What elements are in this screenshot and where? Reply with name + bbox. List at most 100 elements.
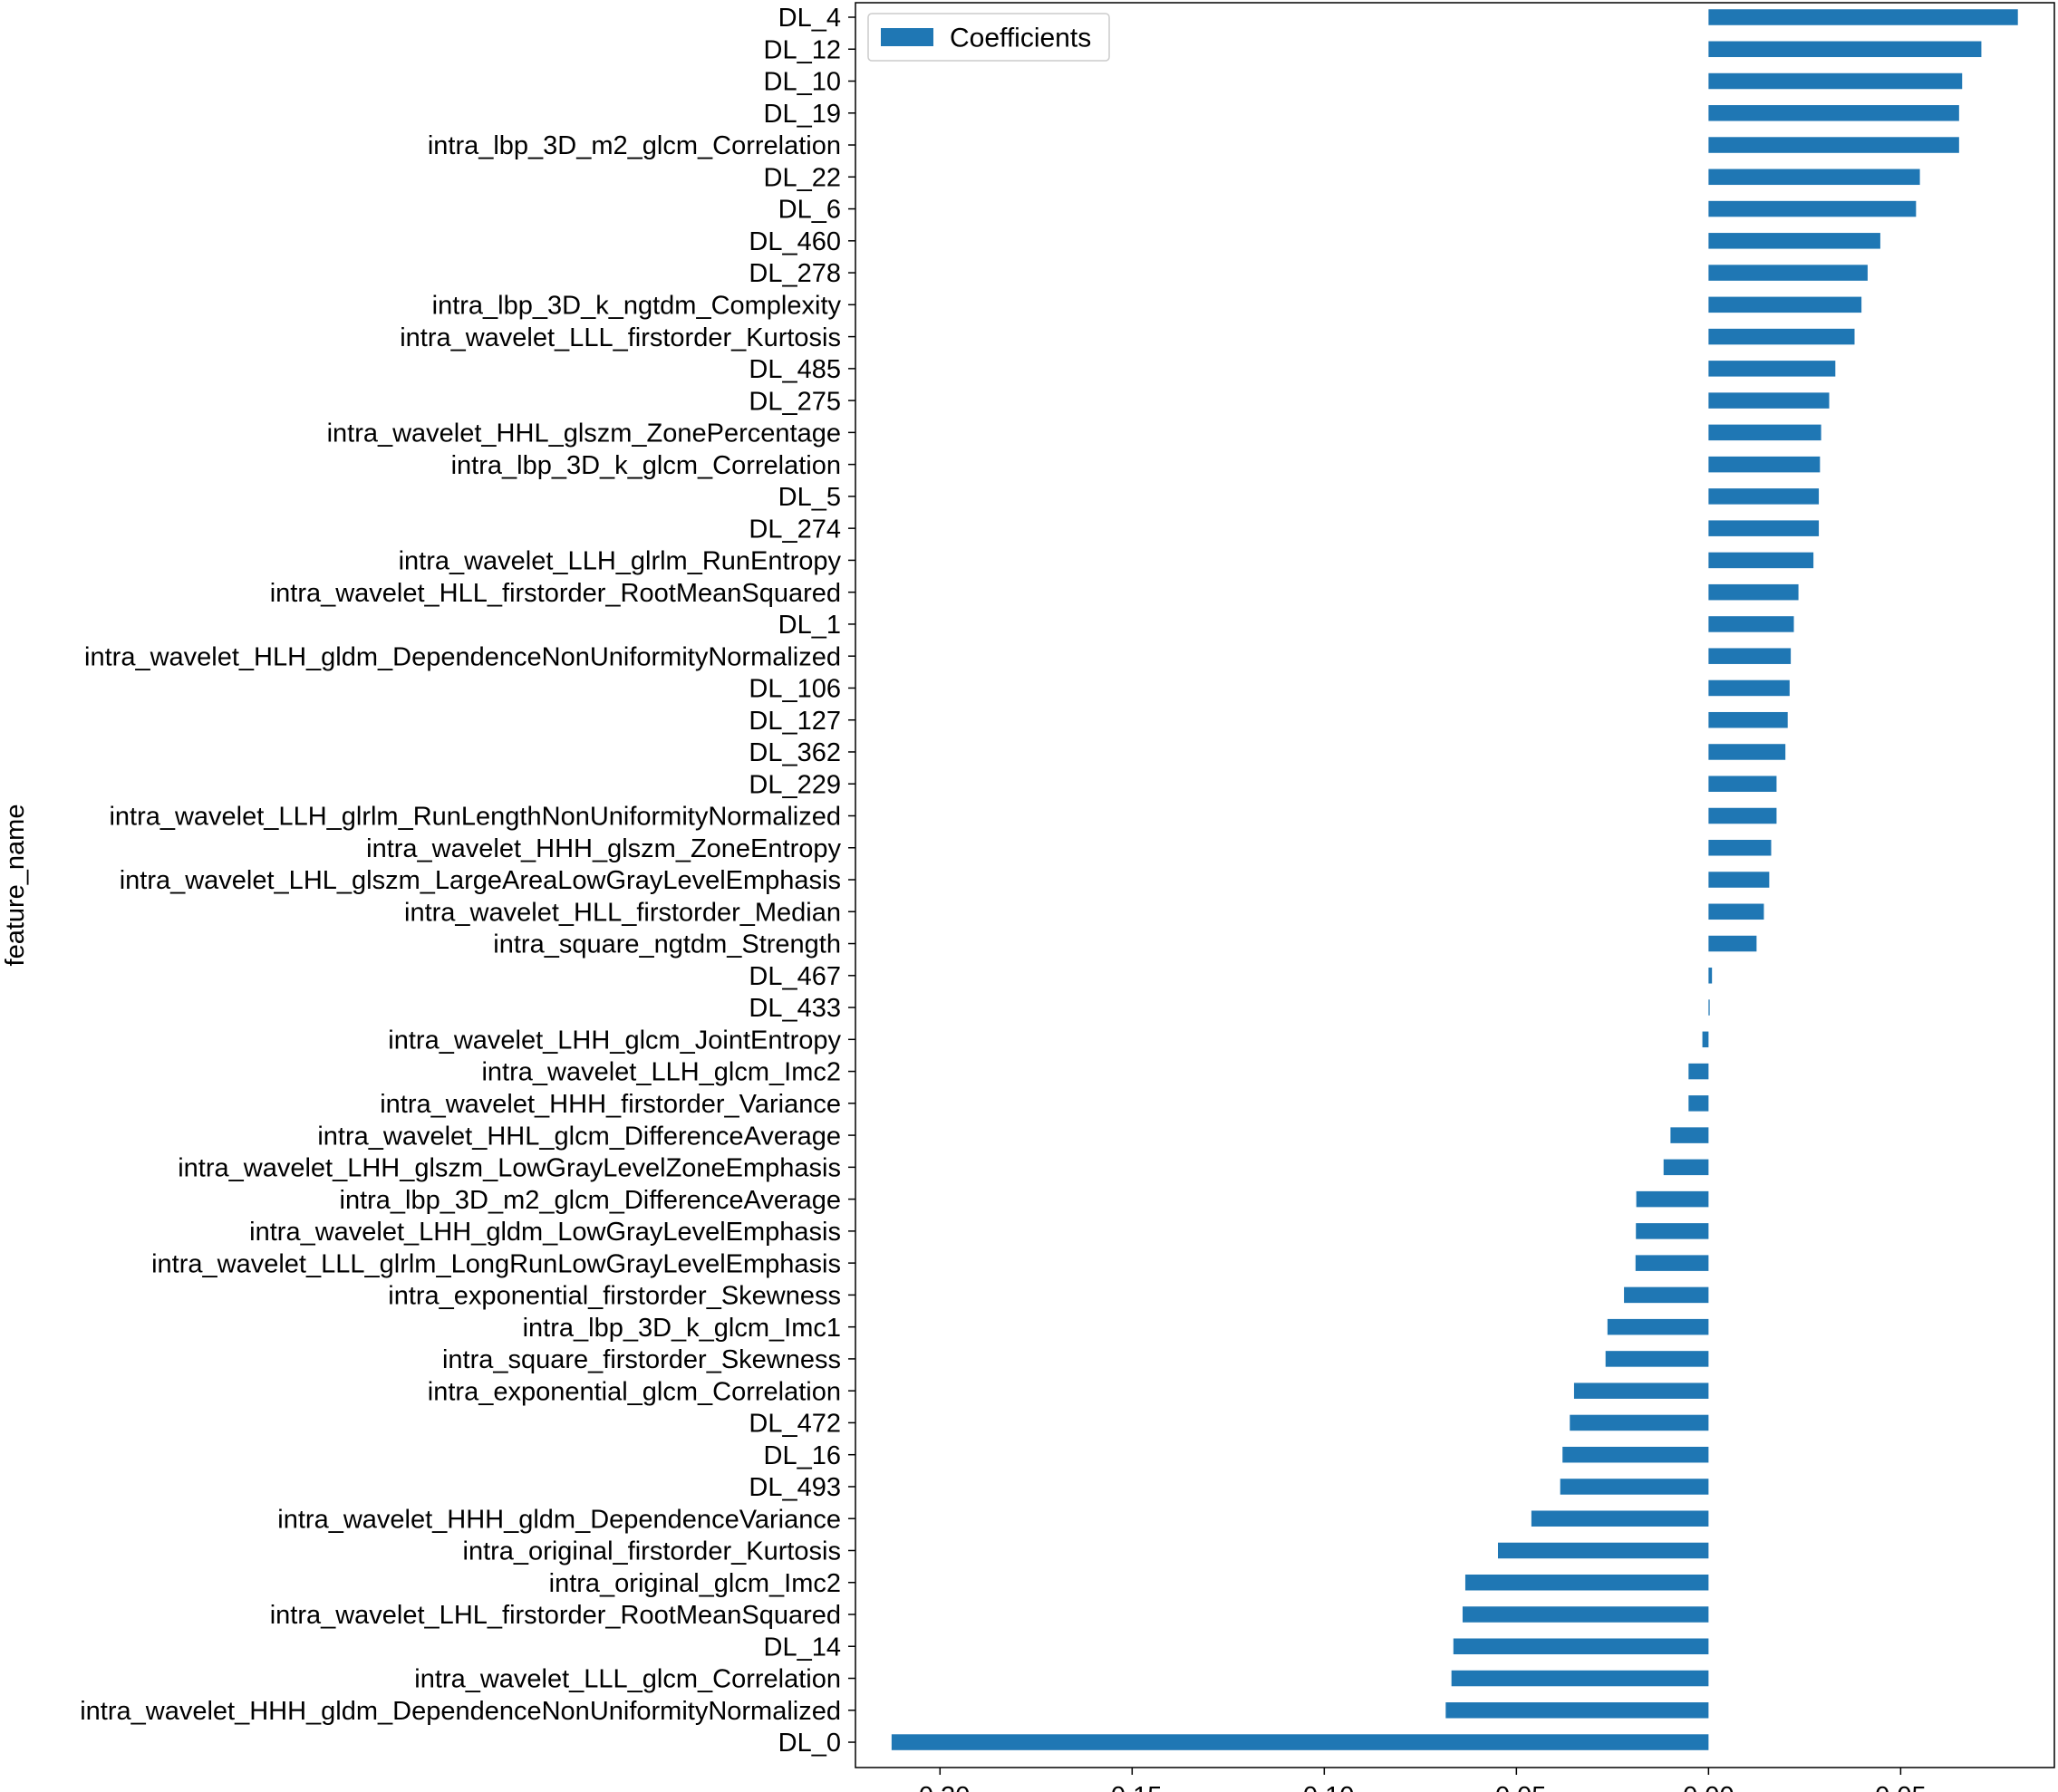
y-tick-label: intra_lbp_3D_k_glcm_Imc1 <box>523 1314 841 1343</box>
y-tick-label: DL_4 <box>778 4 841 33</box>
y-tick-label: intra_wavelet_HHH_gldm_DependenceVarianc… <box>277 1505 841 1534</box>
y-axis: DL_4DL_12 DL_10 DL_19intra_lbp_3D_m2_glcm_… <box>80 4 855 1758</box>
y-tick-label: intra_wavelet_HHL_glszm_ZonePercentage <box>327 419 841 448</box>
legend-box <box>867 13 1110 62</box>
y-tick-label: intra_square_ngtdm_Strength <box>493 930 841 959</box>
bar-DL_433 <box>1708 999 1710 1016</box>
bar-intra_square_ngtdm_Strength <box>1708 935 1757 952</box>
bar-DL_485 <box>1708 361 1836 377</box>
bar-intra_wavelet_LHH_glszm_LowGrayLevelZoneEmphasis <box>1663 1159 1709 1176</box>
y-tick-label: DL_275 <box>749 387 841 416</box>
y-tick-label: DL_0 <box>778 1729 841 1758</box>
y-tick-label: DL_493 <box>749 1473 841 1502</box>
bar-DL_4 <box>1708 9 2018 25</box>
y-tick-label: DL_6 <box>778 196 841 225</box>
bar-intra_lbp_3D_m2_glcm_DifferenceAverage <box>1636 1190 1709 1208</box>
bar-DL_12 <box>1708 41 1982 58</box>
bar-intra_wavelet_HLH_gldm_DependenceNonUniformityNormalized <box>1708 648 1792 664</box>
bar-intra_wavelet_LLL_glcm_Correlation <box>1451 1670 1709 1687</box>
y-tick-label: DL_433 <box>749 994 841 1023</box>
bar-intra_original_glcm_Imc2 <box>1464 1574 1709 1591</box>
y-tick-label: intra_wavelet_LLH_glrlm_RunLengthNonUnif… <box>109 803 841 832</box>
bar-DL_493 <box>1560 1479 1709 1495</box>
plot-frame <box>855 2 2055 1768</box>
y-tick-label: intra_original_firstorder_Kurtosis <box>463 1537 841 1566</box>
bar-DL_5 <box>1708 488 1820 505</box>
x-tick-label: -0.05 <box>1486 1782 1546 1792</box>
y-tick-label: intra_original_glcm_Imc2 <box>549 1569 841 1598</box>
bar-intra_exponential_glcm_Correlation <box>1573 1383 1709 1399</box>
bar-intra_wavelet_HLL_firstorder_Median <box>1708 903 1764 920</box>
y-tick-label: DL_1 <box>778 611 841 640</box>
bar-intra_wavelet_HHL_glcm_DifferenceAverage <box>1670 1127 1709 1143</box>
y-tick-label: DL_472 <box>749 1410 841 1439</box>
y-tick-label: intra_wavelet_HHH_glszm_ZoneEntropy <box>366 834 841 863</box>
bar-DL_22 <box>1708 169 1920 186</box>
y-tick-label: intra_exponential_glcm_Correlation <box>428 1377 841 1406</box>
y-tick-label: DL_229 <box>749 770 841 799</box>
bar-intra_original_firstorder_Kurtosis <box>1497 1542 1709 1559</box>
y-tick-label: DL_278 <box>749 259 841 288</box>
legend-label: Coefficients <box>950 24 1091 53</box>
bar-DL_10 <box>1708 72 1963 90</box>
bar-intra_wavelet_LHH_glcm_JointEntropy <box>1702 1031 1709 1048</box>
bar-intra_wavelet_LLL_glrlm_LongRunLowGrayLevelEmphasis <box>1635 1255 1709 1271</box>
y-tick-label: DL_127 <box>749 707 841 736</box>
y-tick-label: DL_12 <box>764 35 841 64</box>
y-tick-label: intra_wavelet_LLH_glrlm_RunEntropy <box>399 547 842 576</box>
y-tick-label: DL_14 <box>764 1633 841 1662</box>
bar-DL_275 <box>1708 392 1830 409</box>
bar-DL_278 <box>1708 265 1868 281</box>
y-tick-label: intra_wavelet_HLL_firstorder_RootMeanSqu… <box>270 579 841 608</box>
bar-DL_19 <box>1708 105 1959 121</box>
x-tick-label: -0.10 <box>1294 1782 1354 1792</box>
bar-DL_472 <box>1570 1414 1709 1431</box>
y-tick-label: intra_wavelet_LHH_glcm_JointEntropy <box>388 1026 841 1055</box>
bar-DL_127 <box>1708 711 1788 728</box>
y-tick-label: DL_106 <box>749 675 841 704</box>
y-tick-label: intra_lbp_3D_m2_glcm_Correlation <box>428 131 841 160</box>
bar-intra_wavelet_HHL_glszm_ZonePercentage <box>1708 424 1821 441</box>
bar-intra_wavelet_HHH_firstorder_Variance <box>1688 1095 1709 1112</box>
bar-intra_wavelet_HHH_gldm_DependenceNonUniformityNormalized <box>1445 1702 1709 1719</box>
y-tick-label: intra_wavelet_LLL_glrlm_LongRunLowGrayLe… <box>151 1249 841 1278</box>
y-tick-label: intra_wavelet_HHH_gldm_DependenceNonUnif… <box>80 1697 841 1726</box>
y-tick-label: DL_5 <box>778 483 841 512</box>
x-tick-label: -0.15 <box>1102 1782 1162 1792</box>
y-tick-label: intra_wavelet_HHL_glcm_DifferenceAverage <box>317 1122 841 1151</box>
bar-intra_wavelet_LLH_glcm_Imc2 <box>1688 1063 1709 1080</box>
y-tick-label: intra_square_firstorder_Skewness <box>442 1345 841 1374</box>
bar-DL_362 <box>1708 744 1786 760</box>
y-tick-label: intra_wavelet_HLL_firstorder_Median <box>404 898 841 927</box>
bar-DL_229 <box>1708 776 1777 792</box>
bar-intra_wavelet_HHH_gldm_DependenceVariance <box>1531 1510 1709 1527</box>
bar-DL_274 <box>1708 520 1820 536</box>
bar-intra_wavelet_LHH_gldm_LowGrayLevelEmphasis <box>1636 1223 1709 1239</box>
y-axis-title: feature_name <box>1 804 30 967</box>
y-tick-label: intra_wavelet_LLL_glcm_Correlation <box>414 1665 841 1694</box>
y-tick-label: DL_19 <box>764 100 841 129</box>
y-tick-label: intra_lbp_3D_k_ngtdm_Complexity <box>432 291 842 320</box>
bar-intra_square_firstorder_Skewness <box>1605 1351 1709 1367</box>
y-tick-label: intra_wavelet_LLL_firstorder_Kurtosis <box>400 323 841 352</box>
y-tick-label: DL_362 <box>749 738 841 767</box>
y-tick-label: DL_460 <box>749 227 841 256</box>
bar-intra_wavelet_HHH_glszm_ZoneEntropy <box>1708 840 1772 856</box>
x-tick-label: 0.05 <box>1875 1782 1926 1792</box>
y-tick-label: intra_wavelet_LHL_glszm_LargeAreaLowGray… <box>120 866 841 895</box>
y-tick-label: intra_exponential_firstorder_Skewness <box>388 1282 841 1311</box>
bar-intra_wavelet_LLL_firstorder_Kurtosis <box>1708 328 1855 345</box>
bar-intra_lbp_3D_k_glcm_Imc1 <box>1607 1318 1709 1335</box>
y-tick-label: DL_274 <box>749 515 841 544</box>
y-tick-label: DL_10 <box>764 68 841 97</box>
bar-DL_460 <box>1708 233 1880 249</box>
bar-intra_wavelet_LHL_firstorder_RootMeanSquared <box>1462 1606 1709 1623</box>
bar-DL_16 <box>1562 1446 1709 1463</box>
y-tick-label: DL_16 <box>764 1441 841 1470</box>
bar-intra_lbp_3D_m2_glcm_Correlation <box>1708 137 1959 153</box>
x-tick-label: 0.00 <box>1683 1782 1734 1792</box>
bar-intra_lbp_3D_k_ngtdm_Complexity <box>1708 296 1862 313</box>
x-axis: -0.20 -0.15 -0.10 -0.05 0.00 0.05 <box>910 1768 1927 1792</box>
bar-DL_14 <box>1453 1638 1709 1655</box>
